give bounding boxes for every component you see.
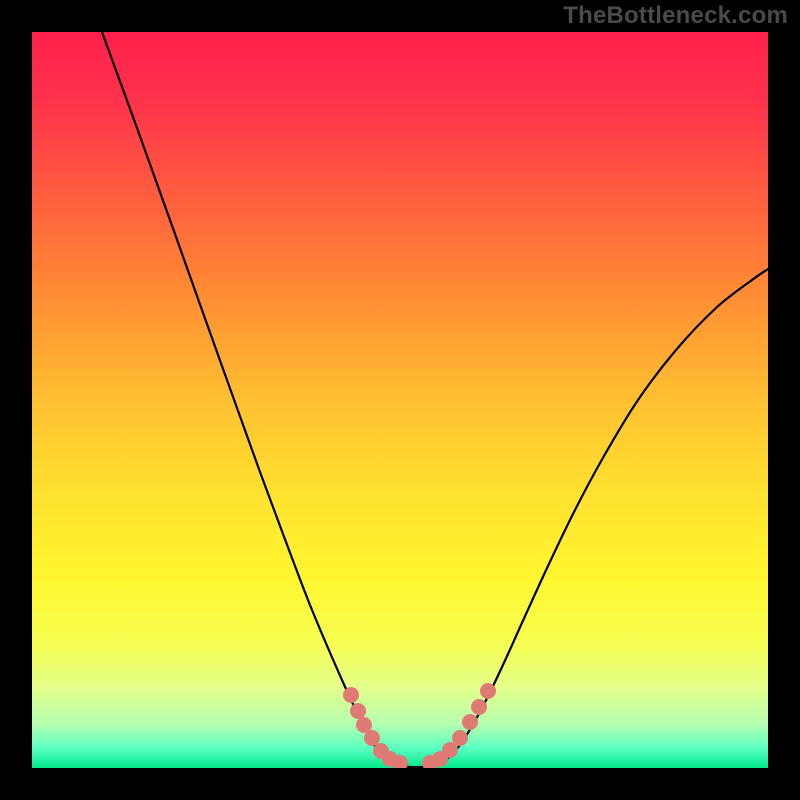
watermark-text: TheBottleneck.com — [563, 2, 788, 30]
datapoint — [364, 730, 380, 746]
datapoint — [480, 683, 496, 699]
chart-svg — [32, 32, 768, 768]
datapoint — [350, 703, 366, 719]
datapoint — [452, 730, 468, 746]
datapoint — [471, 699, 487, 715]
datapoint — [462, 714, 478, 730]
datapoint — [343, 687, 359, 703]
plot-area — [32, 32, 768, 768]
chart-frame: TheBottleneck.com — [0, 0, 800, 800]
